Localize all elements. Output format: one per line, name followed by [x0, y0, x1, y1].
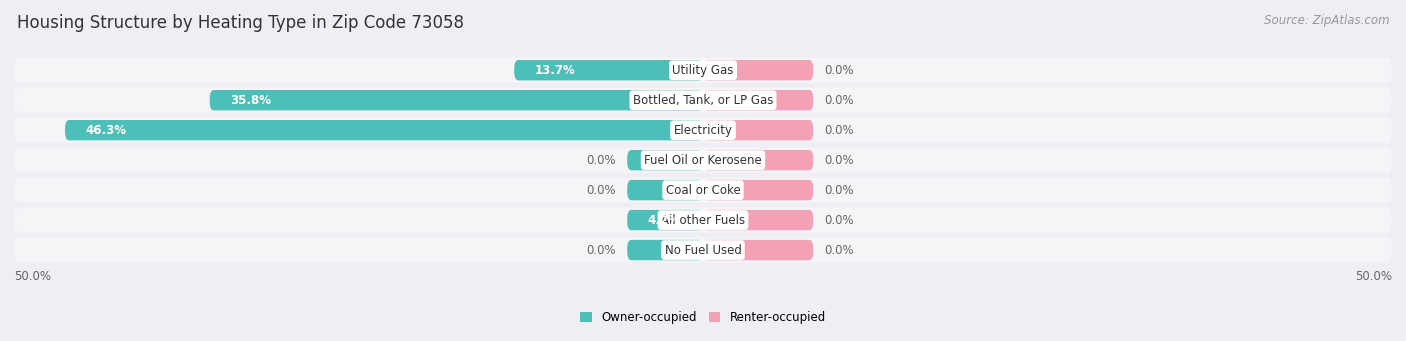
FancyBboxPatch shape	[209, 90, 703, 110]
Text: No Fuel Used: No Fuel Used	[665, 243, 741, 256]
FancyBboxPatch shape	[703, 210, 813, 230]
Text: 0.0%: 0.0%	[824, 94, 853, 107]
FancyBboxPatch shape	[14, 118, 1392, 143]
FancyBboxPatch shape	[65, 120, 703, 140]
Text: 0.0%: 0.0%	[824, 124, 853, 137]
Text: Electricity: Electricity	[673, 124, 733, 137]
Text: 13.7%: 13.7%	[534, 64, 575, 77]
Legend: Owner-occupied, Renter-occupied: Owner-occupied, Renter-occupied	[575, 307, 831, 329]
Text: 0.0%: 0.0%	[586, 154, 616, 167]
Text: Housing Structure by Heating Type in Zip Code 73058: Housing Structure by Heating Type in Zip…	[17, 14, 464, 32]
FancyBboxPatch shape	[627, 150, 703, 170]
FancyBboxPatch shape	[515, 60, 703, 80]
Text: 0.0%: 0.0%	[824, 154, 853, 167]
Text: 0.0%: 0.0%	[586, 183, 616, 197]
FancyBboxPatch shape	[14, 237, 1392, 263]
FancyBboxPatch shape	[627, 240, 703, 260]
FancyBboxPatch shape	[14, 207, 1392, 233]
FancyBboxPatch shape	[703, 120, 813, 140]
Text: Source: ZipAtlas.com: Source: ZipAtlas.com	[1264, 14, 1389, 27]
FancyBboxPatch shape	[703, 180, 813, 200]
Text: Fuel Oil or Kerosene: Fuel Oil or Kerosene	[644, 154, 762, 167]
Text: 50.0%: 50.0%	[14, 270, 51, 283]
FancyBboxPatch shape	[627, 210, 703, 230]
FancyBboxPatch shape	[14, 148, 1392, 173]
Text: 0.0%: 0.0%	[824, 64, 853, 77]
Text: 4.2%: 4.2%	[648, 213, 681, 226]
FancyBboxPatch shape	[703, 90, 813, 110]
Text: 0.0%: 0.0%	[824, 213, 853, 226]
Text: All other Fuels: All other Fuels	[661, 213, 745, 226]
Text: 0.0%: 0.0%	[824, 183, 853, 197]
FancyBboxPatch shape	[14, 58, 1392, 83]
FancyBboxPatch shape	[703, 60, 813, 80]
Text: 50.0%: 50.0%	[1355, 270, 1392, 283]
FancyBboxPatch shape	[14, 178, 1392, 203]
Text: Coal or Coke: Coal or Coke	[665, 183, 741, 197]
Text: 35.8%: 35.8%	[231, 94, 271, 107]
Text: 0.0%: 0.0%	[586, 243, 616, 256]
Text: Utility Gas: Utility Gas	[672, 64, 734, 77]
FancyBboxPatch shape	[703, 150, 813, 170]
Text: 0.0%: 0.0%	[824, 243, 853, 256]
FancyBboxPatch shape	[14, 88, 1392, 113]
Text: 46.3%: 46.3%	[86, 124, 127, 137]
Text: Bottled, Tank, or LP Gas: Bottled, Tank, or LP Gas	[633, 94, 773, 107]
FancyBboxPatch shape	[703, 240, 813, 260]
FancyBboxPatch shape	[627, 180, 703, 200]
